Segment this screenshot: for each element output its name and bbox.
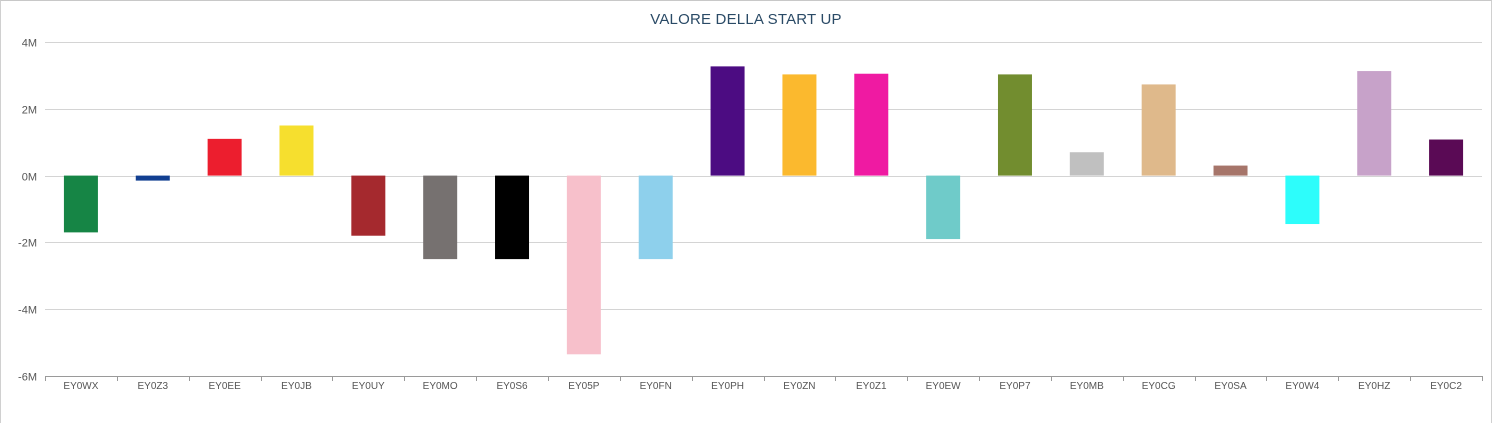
x-tick-label: EY0Z1 — [856, 381, 887, 392]
bar-ey0cg[interactable] — [1141, 84, 1176, 176]
y-tick-label: 2M — [22, 105, 37, 117]
x-tick-label: EY05P — [568, 381, 599, 392]
x-tick-label: EY0EW — [926, 381, 962, 392]
x-tick-label: EY0W4 — [1285, 381, 1319, 392]
bar-ey0uy[interactable] — [351, 175, 386, 236]
grid-lines — [45, 42, 1482, 377]
bar-ey0z1[interactable] — [854, 73, 889, 176]
bar-ey0z3[interactable] — [135, 175, 170, 181]
bar-ey0mo[interactable] — [423, 175, 458, 260]
bar-ey0wx[interactable] — [63, 175, 98, 233]
x-tick-label: EY0CG — [1142, 381, 1176, 392]
bar-ey0w4[interactable] — [1285, 175, 1320, 225]
x-tick-label: EY0JB — [281, 381, 312, 392]
bar-ey0ew[interactable] — [926, 175, 961, 240]
x-tick-label: EY0EE — [209, 381, 242, 392]
y-axis-ticks: 4M 2M 0M -2M -4M -6M — [18, 38, 37, 384]
x-axis: EY0WX EY0Z3 EY0EE EY0JB EY0UY EY0MO EY0S6 EY05P… — [45, 376, 1483, 392]
bar-ey0jb[interactable] — [279, 125, 314, 176]
bar-ey0c2[interactable] — [1429, 139, 1464, 176]
y-tick-label: -4M — [18, 305, 37, 317]
x-tick-label: EY0C2 — [1430, 381, 1462, 392]
y-tick-label: -6M — [18, 372, 37, 384]
bar-ey0p7[interactable] — [997, 74, 1032, 176]
x-tick-label: EY0SA — [1214, 381, 1247, 392]
bar-ey0sa[interactable] — [1213, 165, 1248, 176]
bar-ey0ee[interactable] — [207, 138, 242, 176]
bar-ey0hz[interactable] — [1357, 71, 1392, 176]
bar-ey0fn[interactable] — [638, 175, 673, 260]
x-tick-label: EY0ZN — [783, 381, 815, 392]
y-tick-label: -2M — [18, 238, 37, 250]
x-tick-label: EY0WX — [63, 381, 98, 392]
x-tick-label: EY0Z3 — [137, 381, 168, 392]
x-tick-label: EY0UY — [352, 381, 385, 392]
x-tick-label: EY0HZ — [1358, 381, 1390, 392]
bar-ey05p[interactable] — [566, 175, 601, 355]
x-tick-label: EY0S6 — [496, 381, 528, 392]
x-tick-label: EY0PH — [711, 381, 744, 392]
y-tick-label: 4M — [22, 38, 37, 50]
bars — [63, 66, 1464, 355]
chart-title: VALORE DELLA START UP — [650, 11, 842, 28]
bar-ey0zn[interactable] — [782, 74, 817, 176]
bar-ey0mb[interactable] — [1069, 152, 1104, 176]
x-tick-label: EY0P7 — [999, 381, 1031, 392]
bar-ey0s6[interactable] — [495, 175, 530, 260]
y-tick-label: 0M — [22, 172, 37, 184]
x-tick-label: EY0MB — [1070, 381, 1104, 392]
bar-ey0ph[interactable] — [710, 66, 745, 176]
x-tick-label: EY0FN — [640, 381, 672, 392]
x-tick-label: EY0MO — [423, 381, 458, 392]
